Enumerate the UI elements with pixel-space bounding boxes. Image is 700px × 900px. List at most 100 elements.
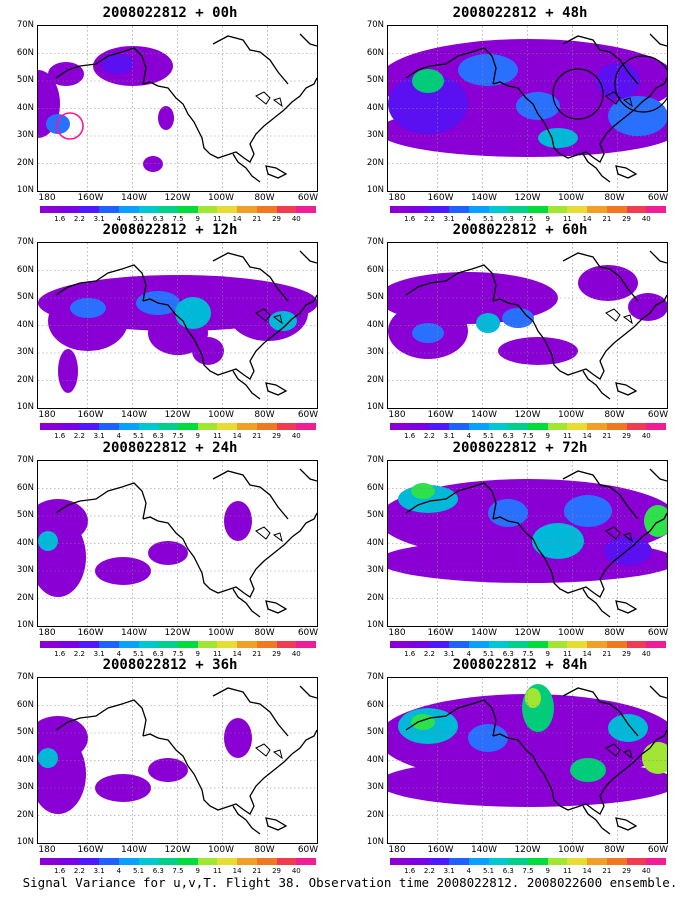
target-circle bbox=[552, 68, 604, 120]
y-tick-label: 70N bbox=[16, 237, 34, 247]
great-lakes bbox=[605, 308, 633, 325]
colorbar-swatch bbox=[547, 423, 568, 430]
y-tick-label: 40N bbox=[366, 537, 384, 548]
x-tick-label: 180 bbox=[388, 410, 406, 420]
colorbar-level-label: 2.2 bbox=[423, 867, 435, 875]
y-tick-label: 30N bbox=[366, 347, 384, 357]
colorbar-level-label: 14 bbox=[582, 867, 592, 875]
x-tick-label: 180 bbox=[38, 628, 56, 638]
y-tick-label: 70N bbox=[366, 672, 384, 682]
panel-title: 2008022812 + 60h bbox=[452, 222, 588, 238]
x-tick-label: 80W bbox=[254, 193, 275, 203]
colorbar-level-label: 14 bbox=[232, 650, 242, 658]
colorbar bbox=[390, 206, 667, 213]
x-tick-label: 60W bbox=[297, 410, 319, 420]
colorbar-swatch bbox=[429, 641, 450, 648]
colorbar-level-label: 6.3 bbox=[152, 867, 164, 875]
colorbar-level-label: 7.5 bbox=[172, 215, 184, 223]
colorbar-swatch bbox=[468, 641, 489, 648]
variance-contour bbox=[192, 337, 224, 365]
variance-contour bbox=[58, 349, 78, 393]
x-tick-label: 120W bbox=[164, 845, 191, 855]
colorbar-swatch bbox=[178, 858, 198, 865]
y-tick-label: 40N bbox=[16, 537, 34, 548]
colorbar-swatch bbox=[508, 641, 529, 648]
colorbar-level-label: 40 bbox=[641, 650, 651, 658]
colorbar-swatch bbox=[256, 858, 277, 865]
y-tick-label: 60N bbox=[16, 699, 34, 710]
panel-title: 2008022812 + 72h bbox=[452, 440, 588, 456]
colorbar-swatch bbox=[118, 858, 139, 865]
variance-contour bbox=[476, 313, 500, 333]
variance-contour bbox=[38, 531, 58, 551]
colorbar-level-label: 1.6 bbox=[54, 867, 66, 875]
x-tick-label: 80W bbox=[254, 845, 275, 855]
observation-circle bbox=[56, 112, 84, 140]
y-tick-label: 40N bbox=[366, 319, 384, 330]
colorbar-swatch bbox=[409, 423, 430, 430]
colorbar-level-label: 9 bbox=[545, 650, 550, 658]
colorbar-swatch bbox=[449, 641, 469, 648]
colorbar-swatch bbox=[118, 641, 139, 648]
y-tick-label: 40N bbox=[16, 754, 34, 765]
map-area bbox=[37, 460, 318, 627]
colorbar-swatch bbox=[138, 423, 159, 430]
x-tick-label: 100W bbox=[557, 193, 585, 203]
colorbar-swatch bbox=[587, 858, 607, 865]
y-tick-label: 70N bbox=[16, 20, 34, 30]
colorbar-swatch bbox=[256, 206, 277, 213]
colorbar-swatch bbox=[468, 858, 489, 865]
colorbar-level-label: 2.2 bbox=[73, 432, 85, 440]
y-tick-label: 50N bbox=[366, 727, 384, 737]
panel-title: 2008022812 + 36h bbox=[102, 657, 238, 673]
colorbar-swatch bbox=[606, 641, 627, 648]
variance-contour bbox=[411, 714, 435, 730]
colorbar-swatch bbox=[508, 423, 529, 430]
great-lakes bbox=[605, 743, 633, 760]
panel-title: 2008022812 + 00h bbox=[102, 5, 238, 21]
colorbar-level-label: 29 bbox=[622, 650, 632, 658]
y-tick-label: 60N bbox=[366, 699, 384, 710]
y-tick-label: 30N bbox=[366, 130, 384, 140]
colorbar-level-label: 14 bbox=[232, 432, 242, 440]
colorbar-swatch bbox=[178, 641, 198, 648]
y-tick-label: 40N bbox=[16, 102, 34, 113]
colorbar-swatch bbox=[197, 858, 218, 865]
colorbar-swatch bbox=[237, 641, 257, 648]
colorbar-level-label: 6.3 bbox=[152, 215, 164, 223]
variance-contour bbox=[102, 54, 134, 74]
map-canvas bbox=[38, 678, 317, 843]
x-tick-label: 100W bbox=[557, 410, 585, 420]
colorbar-level-label: 1.6 bbox=[404, 432, 416, 440]
colorbar-level-label: 40 bbox=[641, 215, 651, 223]
figure-caption: Signal Variance for u,v,T. Flight 38. Ob… bbox=[22, 875, 678, 890]
x-tick-label: 120W bbox=[514, 845, 541, 855]
colorbar-level-label: 21 bbox=[602, 867, 612, 875]
colorbar-level-label: 21 bbox=[252, 650, 262, 658]
colorbar-swatch bbox=[390, 423, 410, 430]
map-area bbox=[387, 677, 668, 844]
colorbar-level-label: 1.6 bbox=[404, 215, 416, 223]
colorbar-level-label: 4 bbox=[116, 650, 122, 658]
colorbar-level-label: 21 bbox=[252, 432, 262, 440]
colorbar bbox=[40, 641, 317, 648]
colorbar-level-label: 5.1 bbox=[482, 867, 495, 875]
colorbar-swatch bbox=[547, 206, 568, 213]
colorbar-swatch bbox=[40, 641, 60, 648]
colorbar-level-label: 9 bbox=[545, 215, 550, 223]
colorbar-swatch bbox=[99, 206, 119, 213]
y-tick-label: 20N bbox=[366, 592, 384, 603]
colorbar-level-label: 21 bbox=[602, 432, 612, 440]
colorbar-level-label: 6.3 bbox=[502, 650, 514, 658]
colorbar-level-label: 2.2 bbox=[73, 867, 85, 875]
variance-contour bbox=[532, 523, 584, 559]
map-panel: 2008022812 + 24h 70N 60N 50N 40N 30N 20N 10N 180… bbox=[0, 440, 340, 658]
colorbar-level-label: 14 bbox=[582, 215, 592, 223]
colorbar-swatch bbox=[646, 858, 667, 865]
coastline bbox=[405, 685, 667, 835]
y-tick-label: 20N bbox=[366, 374, 384, 385]
colorbar-swatch bbox=[626, 641, 647, 648]
x-tick-label: 140W bbox=[470, 193, 498, 203]
colorbar-swatch bbox=[197, 206, 218, 213]
colorbar-swatch bbox=[138, 641, 159, 648]
